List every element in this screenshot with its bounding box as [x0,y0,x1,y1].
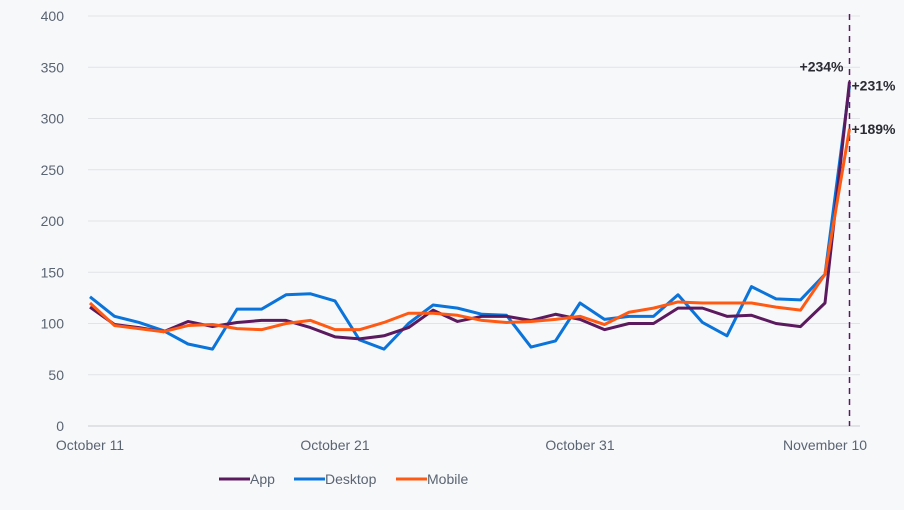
x-tick-label: November 10 [783,437,867,453]
y-tick-label: 250 [41,162,65,178]
legend: App Desktop Mobile [219,471,468,487]
legend-item-app[interactable]: App [219,471,275,487]
y-tick-label: 200 [41,213,65,229]
x-tick-label: October 11 [56,437,124,453]
legend-item-mobile[interactable]: Mobile [396,471,468,487]
series-line-mobile [88,128,851,334]
legend-label: App [250,471,275,487]
legend-label: Mobile [427,471,468,487]
y-tick-label: 100 [41,316,65,332]
annotation-mobile: +189% [852,121,897,137]
series-line-app [89,81,851,341]
legend-item-desktop[interactable]: Desktop [294,471,377,487]
y-tick-label: 150 [41,264,65,280]
y-tick-label: 400 [41,8,65,24]
y-tick-label: 350 [41,59,65,75]
legend-label: Desktop [325,471,377,487]
annotation-desktop: +231% [852,78,897,94]
annotation-app: +234% [800,59,845,75]
x-tick-label: October 31 [545,437,614,453]
y-tick-label: 0 [56,418,64,434]
y-tick-label: 300 [41,111,65,127]
y-tick-label: 50 [48,367,64,383]
x-tick-label: October 21 [300,437,369,453]
series-line-desktop [89,85,851,351]
